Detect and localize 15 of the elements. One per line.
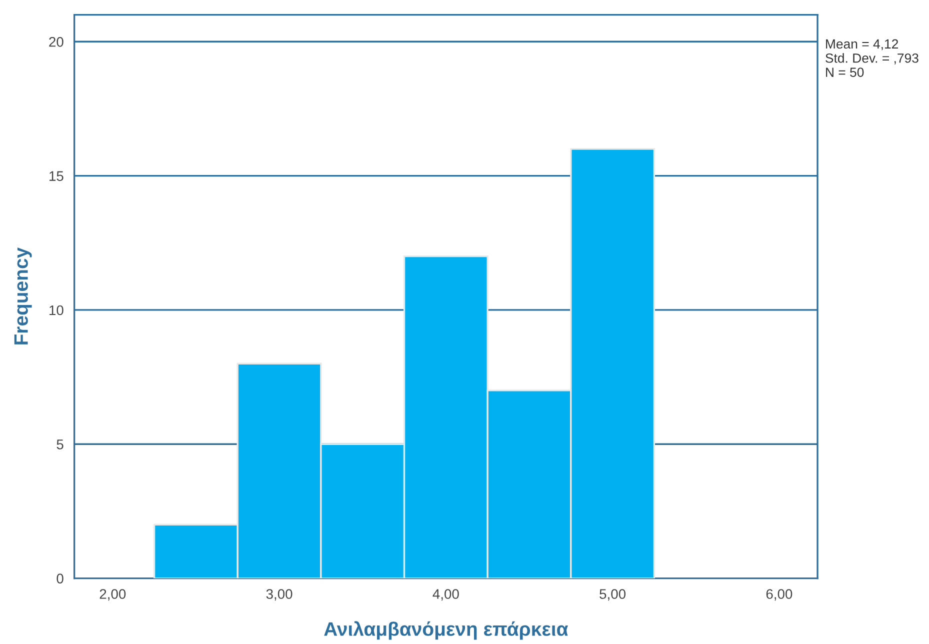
- x-tick-label: 2,00: [100, 589, 126, 601]
- x-tick-label: 5,00: [600, 589, 626, 601]
- x-tick-label: 4,00: [432, 589, 459, 601]
- y-tick-label: 20: [49, 36, 64, 47]
- y-axis-title: Frequency: [14, 247, 32, 344]
- y-tick-label: 15: [50, 171, 64, 181]
- x-axis-title: Ανιλαμβανόμενη επάρκεια: [324, 621, 568, 640]
- text: N = 50: [826, 68, 864, 77]
- y-tick-label: 5: [56, 440, 64, 450]
- x-tick-label: 6,00: [766, 589, 792, 601]
- y-tick-label: 10: [50, 305, 64, 316]
- text: Std. Dev. = ,793: [826, 53, 918, 64]
- y-tick-label: 0: [56, 574, 64, 584]
- x-tick-label: 3,00: [266, 589, 292, 601]
- text: Mean = 4,12: [826, 39, 898, 50]
